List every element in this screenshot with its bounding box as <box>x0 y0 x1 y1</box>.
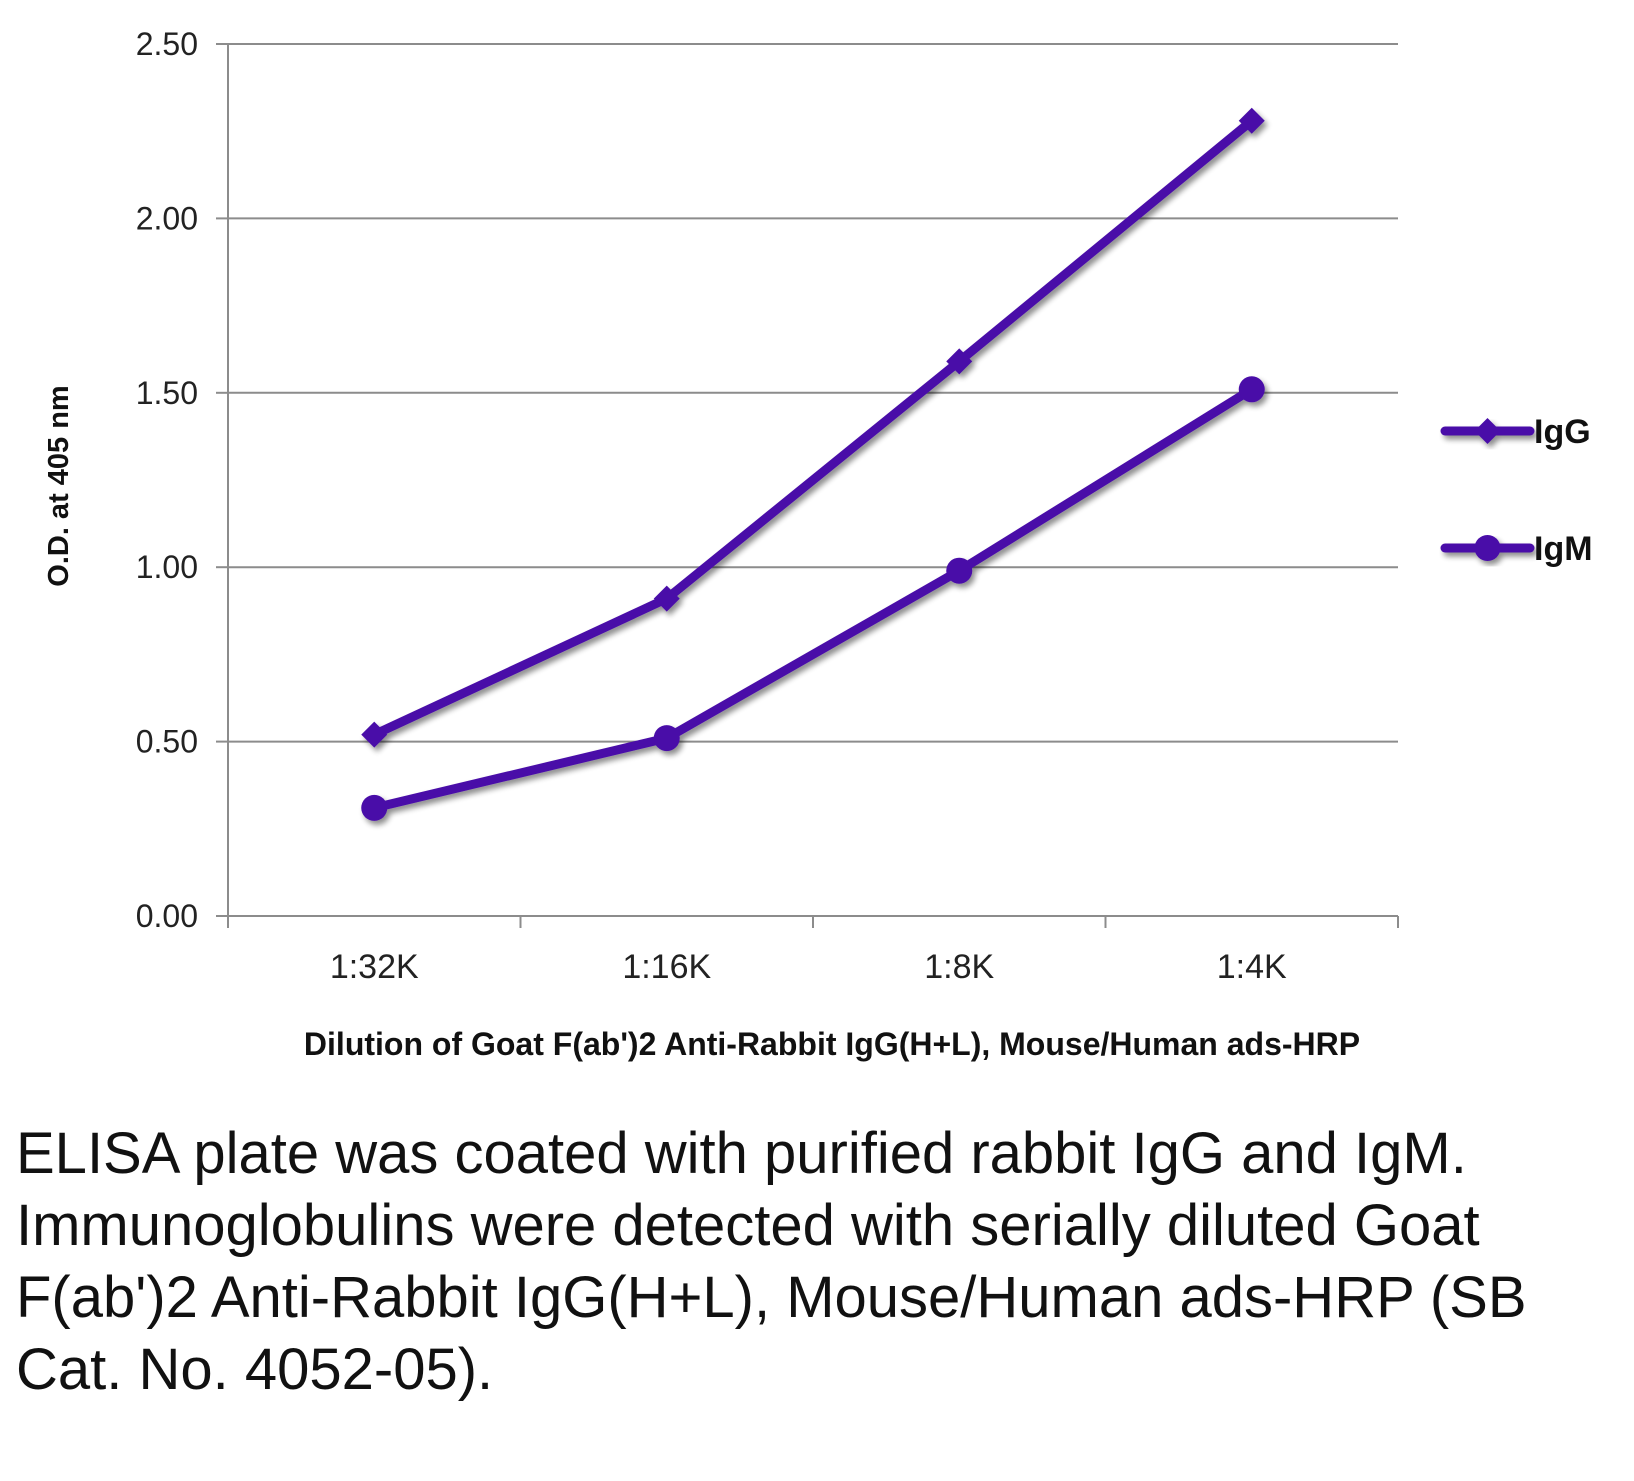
series-IgG <box>361 107 1265 748</box>
y-tick-label: 2.00 <box>136 200 198 236</box>
legend-marker-IgG <box>1474 418 1501 444</box>
data-point-IgG-1:16K <box>653 585 680 612</box>
data-point-IgM-1:32K <box>361 794 388 821</box>
legend: IgG IgM <box>1440 413 1593 568</box>
chart-area: 0.00 0.50 1.00 1.50 2.00 2.50 1:32K 1:16K 1:8K 1:… <box>43 26 1593 1062</box>
x-axis-title: Dilution of Goat F(ab')2 Anti-Rabbit IgG… <box>304 1026 1360 1062</box>
y-tick-label: 1.00 <box>136 549 198 585</box>
legend-item-IgG <box>1440 418 1535 444</box>
elisa-line-chart: 0.00 0.50 1.00 1.50 2.00 2.50 1:32K 1:16K 1:8K 1:… <box>43 26 1593 1062</box>
axes: 0.00 0.50 1.00 1.50 2.00 2.50 1:32K 1:16K 1:8K 1:… <box>136 26 1399 986</box>
y-tick-label: 0.50 <box>136 724 198 760</box>
legend-label-IgG: IgG <box>1534 413 1591 451</box>
data-point-IgM-1:16K <box>653 725 680 752</box>
data-point-IgM-1:4K <box>1238 376 1265 403</box>
series-line-IgM <box>369 384 1257 813</box>
x-tick-label: 1:32K <box>330 948 419 986</box>
series-IgM <box>361 376 1265 821</box>
data-point-IgG-1:8K <box>946 348 973 375</box>
legend-marker-IgM <box>1474 535 1501 561</box>
data-point-IgM-1:8K <box>946 557 973 584</box>
x-tick-label: 1:8K <box>924 948 994 986</box>
y-tick-label: 0.00 <box>136 898 198 934</box>
y-tick-label: 2.50 <box>136 26 198 62</box>
y-axis-title: O.D. at 405 nm <box>43 385 75 586</box>
legend-label-IgM: IgM <box>1534 530 1593 568</box>
x-tick-label: 1:16K <box>622 948 711 986</box>
gridlines <box>228 43 1398 743</box>
series-layer <box>361 107 1265 821</box>
data-point-IgG-1:4K <box>1238 107 1265 134</box>
data-point-IgG-1:32K <box>361 721 388 748</box>
series-line-IgG <box>369 116 1257 740</box>
figure-caption: ELISA plate was coated with purified rab… <box>16 1121 1527 1402</box>
x-tick-label: 1:4K <box>1217 948 1287 986</box>
y-tick-label: 1.50 <box>136 375 198 411</box>
legend-item-IgM <box>1440 535 1535 561</box>
